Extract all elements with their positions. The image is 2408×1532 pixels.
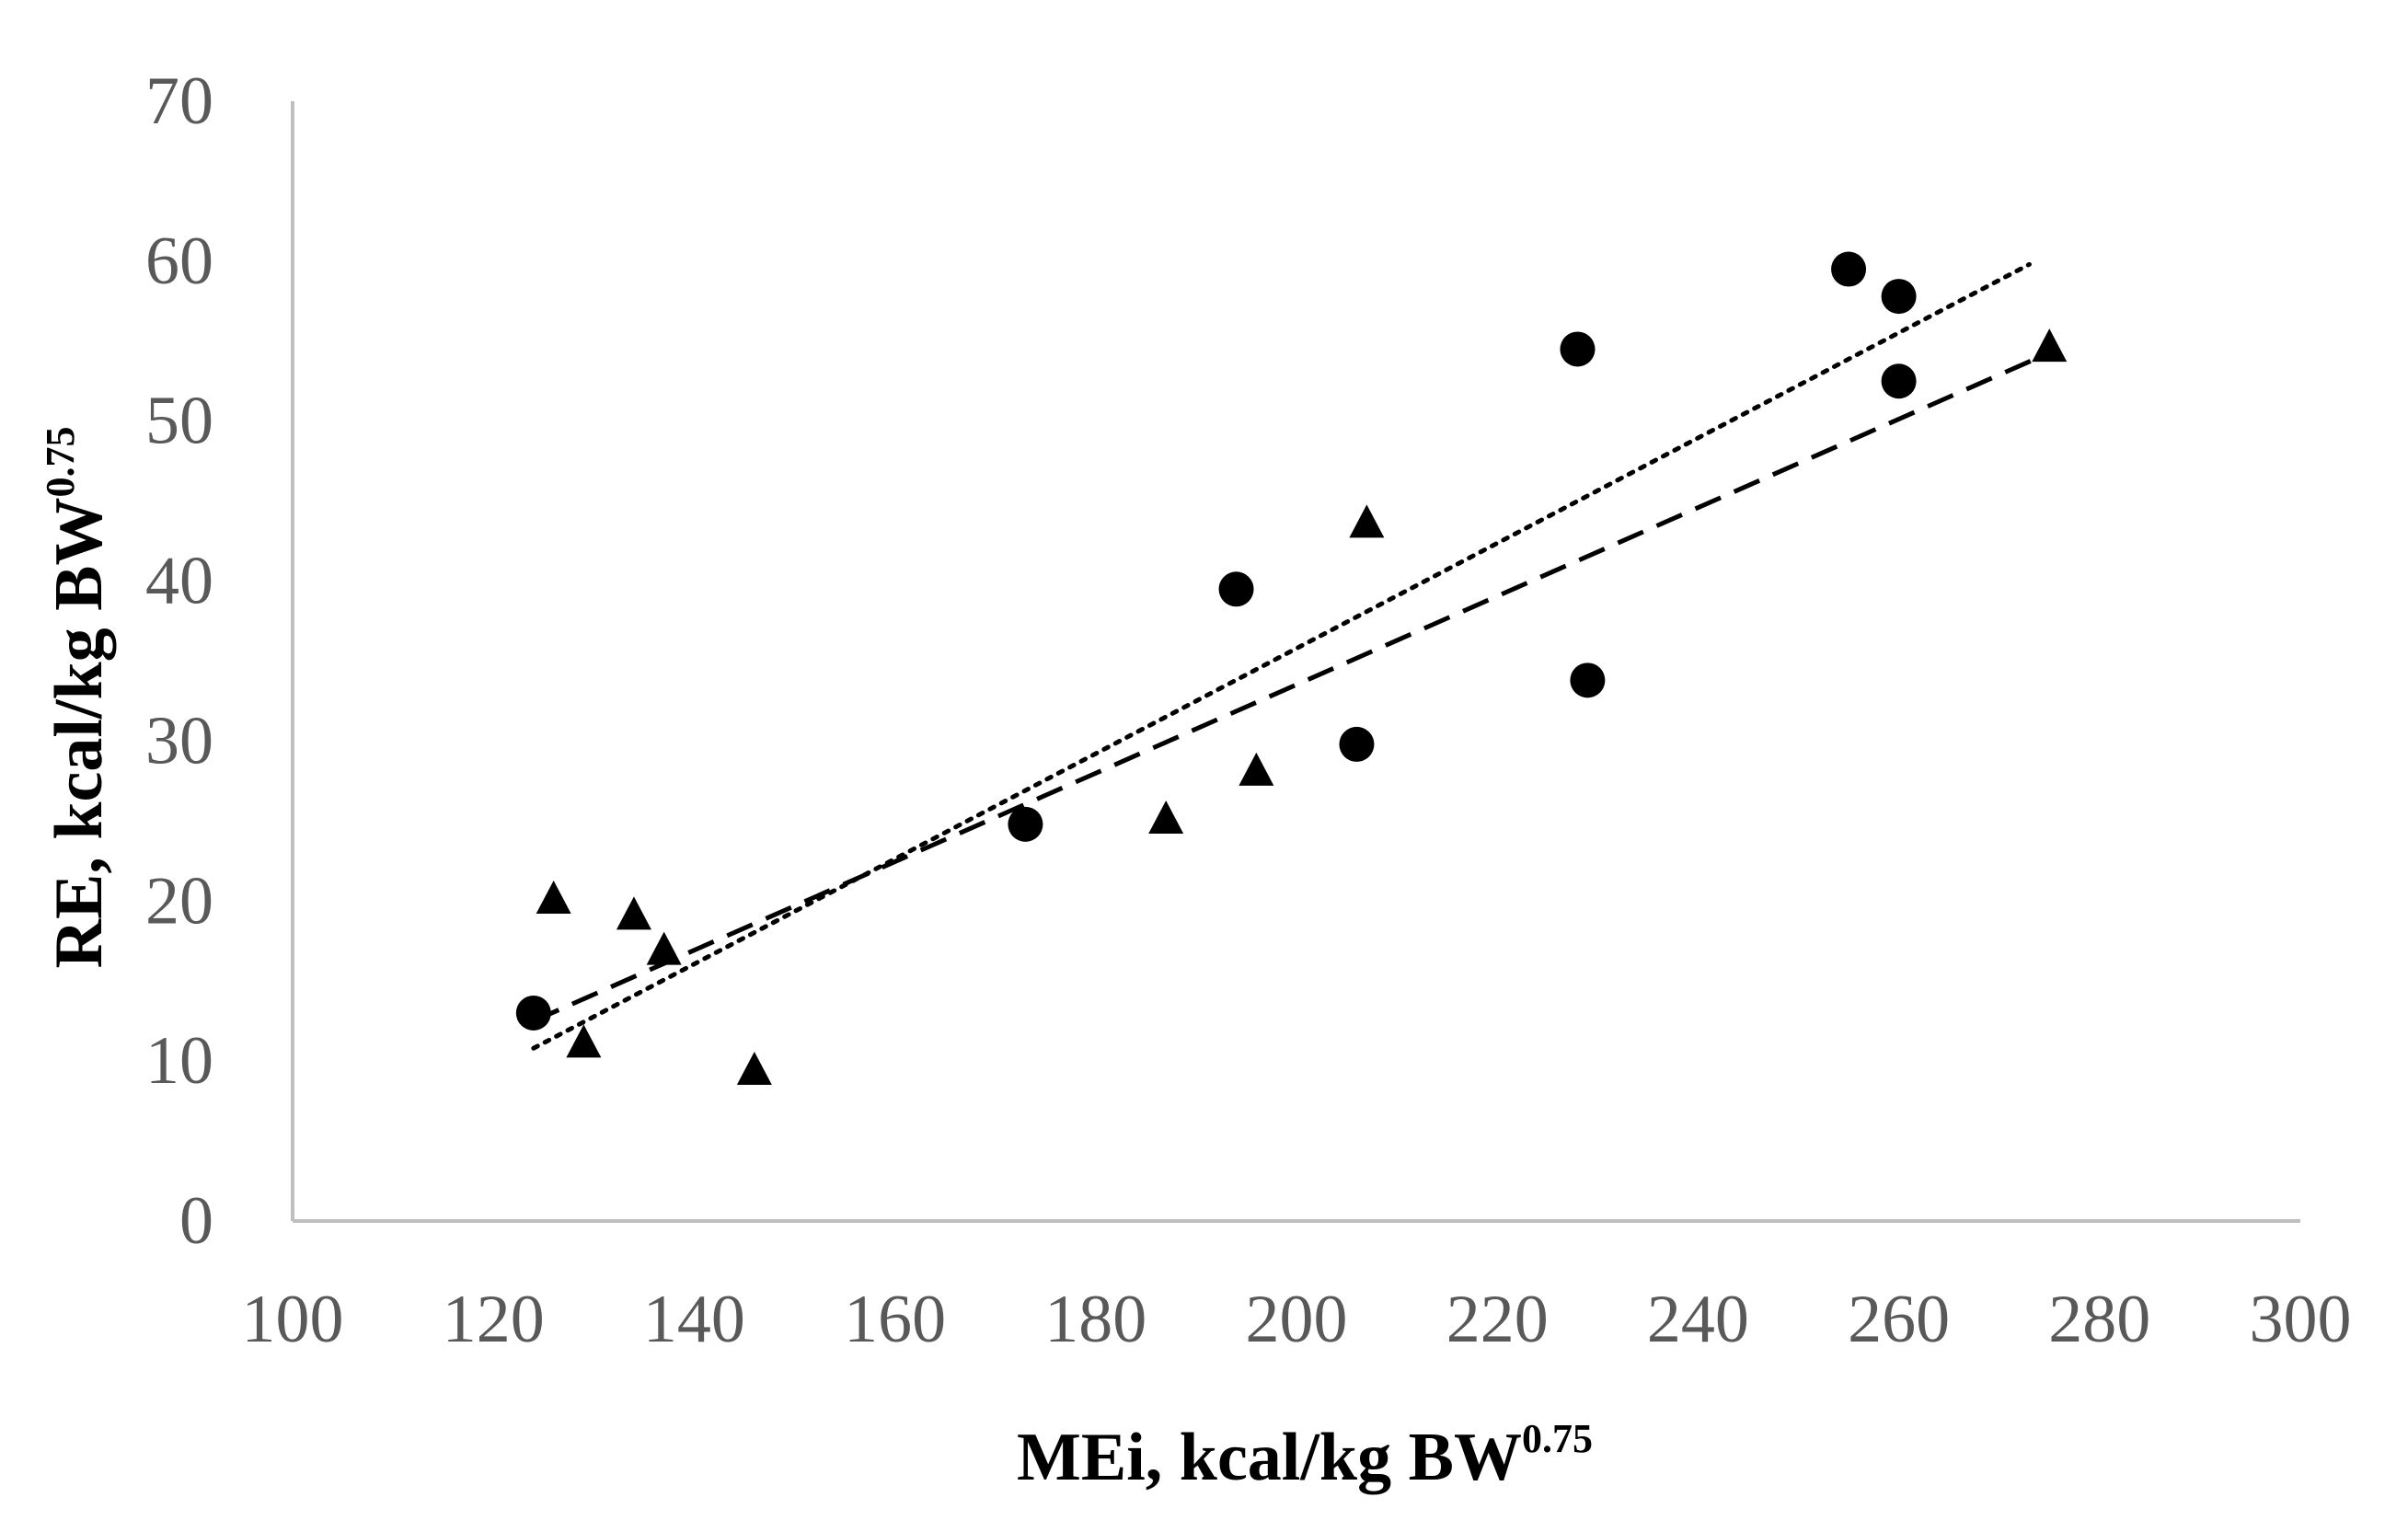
y-tick-label: 60 (145, 224, 213, 299)
trendline-dashed (532, 354, 2041, 1023)
data-point-triangle (646, 931, 682, 965)
y-tick-label: 70 (145, 63, 213, 139)
data-point-circle (1008, 806, 1043, 842)
data-points (515, 251, 2068, 1085)
y-axis-title-text: RE, kcal/kg BW (41, 498, 117, 969)
x-tick-label: 180 (1044, 1282, 1146, 1357)
data-point-triangle (736, 1051, 772, 1085)
data-point-circle (1831, 251, 1867, 287)
y-tick-label: 10 (145, 1023, 213, 1099)
y-tick-label: 20 (145, 863, 213, 939)
data-point-triangle (616, 896, 651, 930)
x-tick-label: 120 (443, 1282, 545, 1357)
data-point-circle (1881, 279, 1917, 315)
y-tick-label: 50 (145, 384, 213, 459)
data-point-triangle (1148, 801, 1184, 835)
x-tick-label: 300 (2250, 1282, 2352, 1357)
x-tick-label: 200 (1246, 1282, 1348, 1357)
axes (291, 101, 2300, 1223)
y-tick-label: 40 (145, 544, 213, 619)
x-tick-label: 280 (2048, 1282, 2150, 1357)
x-tick-label: 100 (242, 1282, 344, 1357)
data-point-triangle (1239, 752, 1274, 786)
data-point-circle (1570, 662, 1606, 698)
x-tick-label: 160 (844, 1282, 946, 1357)
x-tick-label: 140 (643, 1282, 745, 1357)
trendlines (531, 261, 2041, 1051)
x-tick-labels: 100 120 140 160 180 200 220 240 260 280 300 (242, 1282, 2352, 1357)
y-tick-label: 30 (145, 703, 213, 778)
y-axis-title-superscript: 0.75 (38, 427, 83, 498)
data-point-circle (515, 995, 551, 1031)
data-point-triangle (566, 1024, 602, 1058)
y-tick-label: 0 (179, 1183, 213, 1259)
data-point-triangle (1349, 504, 1385, 538)
trendline-dotted (531, 261, 2032, 1051)
x-tick-label: 240 (1647, 1282, 1749, 1357)
x-tick-label: 220 (1446, 1282, 1549, 1357)
data-point-circle (1218, 571, 1254, 607)
data-point-circle (1339, 726, 1375, 762)
data-point-circle (1881, 363, 1917, 399)
x-axis-title-text: MEi, kcal/kg BW (1017, 1420, 1522, 1495)
data-point-triangle (2032, 328, 2068, 363)
x-axis-title: MEi, kcal/kg BW0.75 (1017, 1416, 1593, 1495)
data-point-circle (1560, 331, 1596, 367)
x-axis-title-superscript: 0.75 (1522, 1416, 1593, 1461)
data-point-triangle (536, 880, 571, 914)
y-tick-labels: 0 10 20 30 40 50 60 70 (145, 63, 213, 1259)
y-axis-title: RE, kcal/kg BW0.75 (38, 427, 117, 969)
x-tick-label: 260 (1848, 1282, 1950, 1357)
